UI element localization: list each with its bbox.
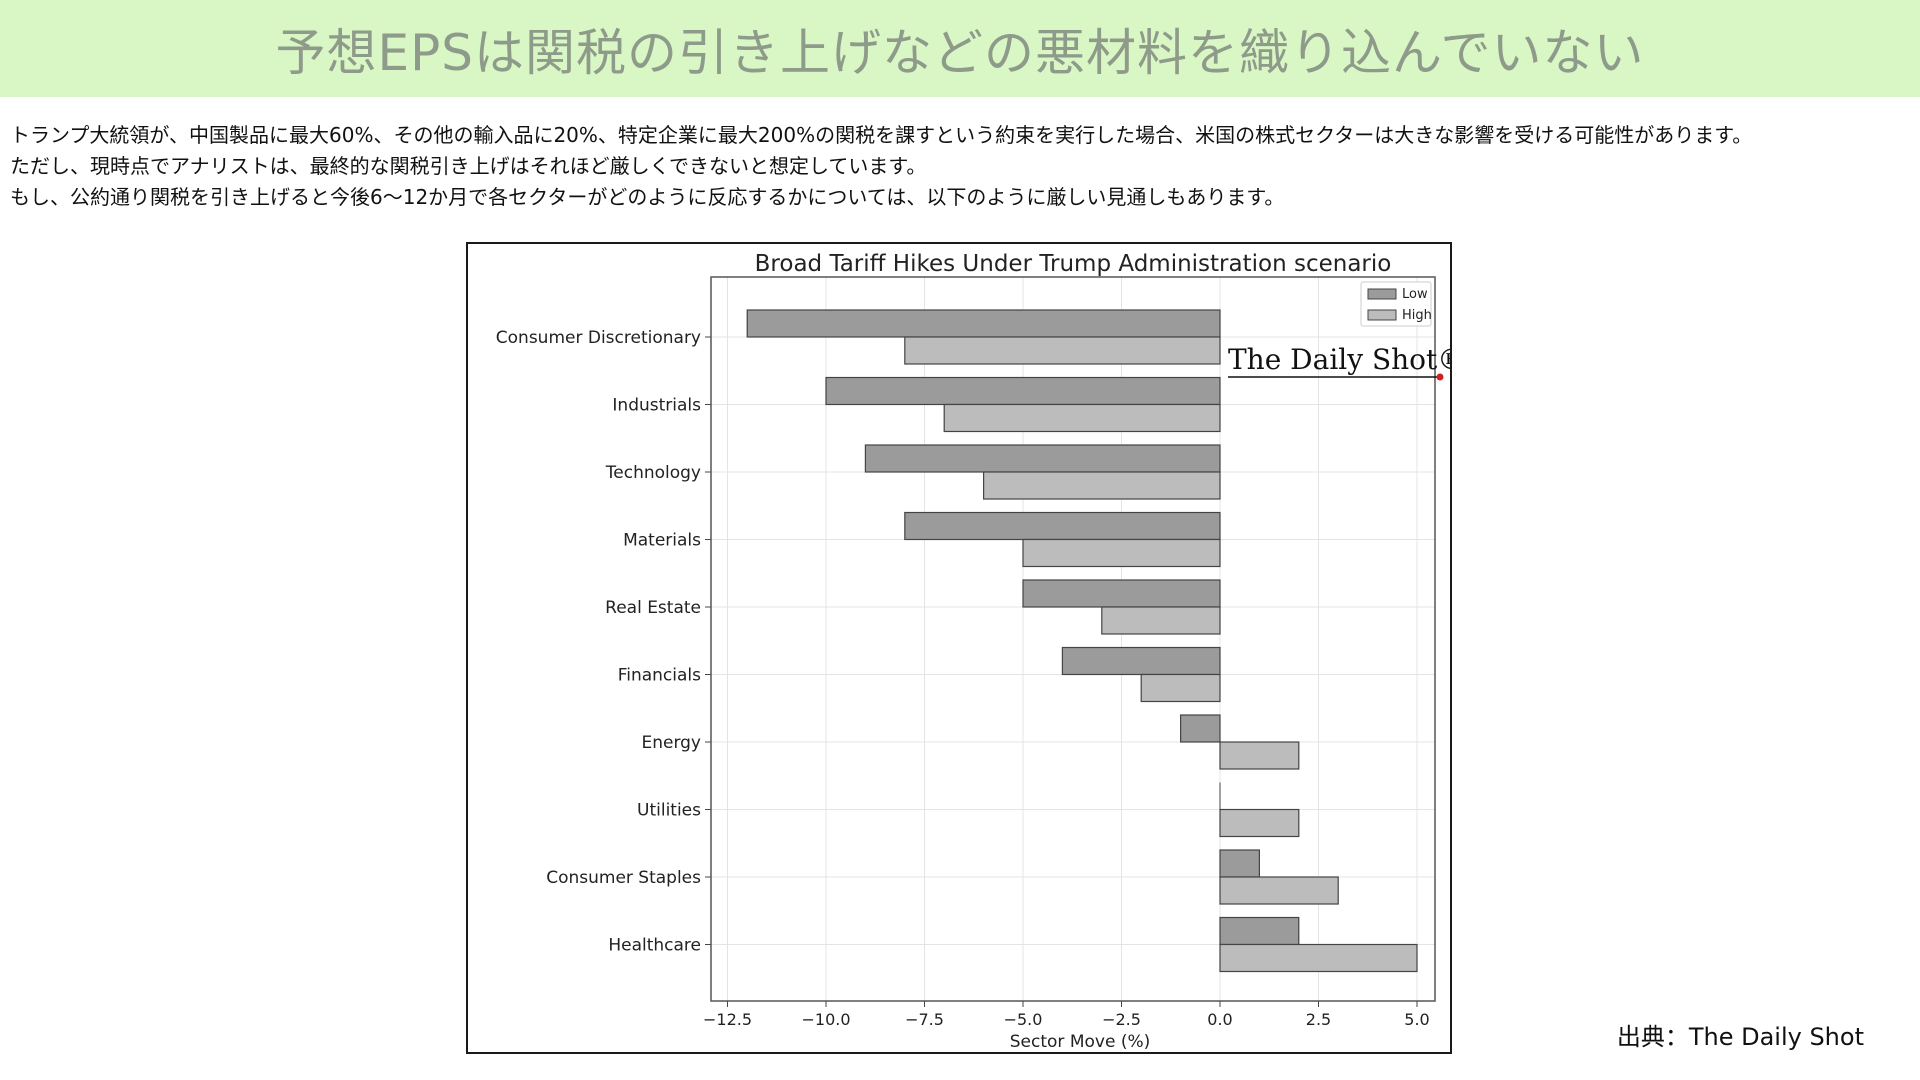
y-tick-label: Utilities [637, 801, 701, 821]
bar-high [982, 471, 1221, 500]
y-tick-label: Real Estate [605, 598, 701, 618]
description-line-3: もし、公約通り関税を引き上げると今後6〜12か月で各セクターがどのように反応する… [10, 185, 1285, 209]
bar-low [1219, 916, 1300, 946]
chart-legend: Low High [1360, 281, 1432, 327]
watermark-text: The Daily Shot® [1228, 343, 1450, 376]
y-tick-label: Technology [605, 463, 701, 483]
x-tick-label: −12.5 [703, 1010, 752, 1029]
watermark-logo: The Daily Shot® [1228, 343, 1450, 381]
x-tick-label: 5.0 [1404, 1010, 1429, 1029]
legend-swatch-high [1367, 309, 1397, 321]
x-tick-label: 0.0 [1207, 1010, 1232, 1029]
bar-high [1219, 741, 1300, 770]
page-title: 予想EPSは関税の引き上げなどの悪材料を織り込んでいない [275, 23, 1645, 82]
plot-area-border [710, 276, 1436, 1002]
bar-low [864, 444, 1221, 473]
y-tick-label: Healthcare [608, 936, 701, 956]
x-tick-label: −5.0 [1004, 1010, 1043, 1029]
x-tick-label: −2.5 [1102, 1010, 1141, 1029]
chart-axes: −12.5 −10.0 −7.5 −5.0 −2.5 0.0 2.5 5.0 Consumer … [496, 328, 1430, 1029]
y-tick-label: Consumer Discretionary [496, 328, 701, 348]
y-tick-label: Financials [618, 666, 701, 686]
chart-bars [746, 309, 1418, 973]
bar-low [825, 376, 1221, 406]
y-tick-label: Energy [641, 733, 701, 753]
y-tick-label: Industrials [612, 396, 701, 416]
description-text: トランプ大統領が、中国製品に最大60%、その他の輸入品に20%、特定企業に最大2… [10, 120, 1915, 213]
bar-low [1219, 849, 1261, 878]
description-line-2: ただし、現時点でアナリストは、最終的な関税引き上げはそれほど厳しくできないと想定… [10, 154, 927, 178]
source-note: 出典：The Daily Shot [1616, 1023, 1864, 1051]
bar-low [904, 511, 1221, 541]
bar-high [1140, 673, 1221, 703]
chart-title: Broad Tariff Hikes Under Trump Administr… [755, 251, 1392, 277]
bar-high [1219, 808, 1300, 838]
bar-low [746, 309, 1221, 338]
bar-high [1022, 538, 1221, 568]
bar-low [1061, 646, 1221, 676]
chart-frame: Broad Tariff Hikes Under Trump Administr… [466, 242, 1452, 1054]
bar-high [1219, 943, 1418, 973]
bar-high [1219, 876, 1339, 905]
legend-swatch-low [1367, 288, 1397, 300]
bar-high [943, 403, 1221, 433]
bar-high [904, 336, 1221, 365]
header-banner: 予想EPSは関税の引き上げなどの悪材料を織り込んでいない [0, 0, 1920, 97]
x-tick-label: 2.5 [1306, 1010, 1331, 1029]
x-axis-label: Sector Move (%) [1010, 1032, 1150, 1052]
sector-move-chart: Broad Tariff Hikes Under Trump Administr… [496, 251, 1450, 1052]
bar-low [1179, 714, 1221, 743]
x-tick-label: −7.5 [905, 1010, 944, 1029]
x-tick-label: −10.0 [801, 1010, 850, 1029]
bar-high [1101, 606, 1221, 635]
legend-label-low: Low [1402, 287, 1428, 302]
description-line-1: トランプ大統領が、中国製品に最大60%、その他の輸入品に20%、特定企業に最大2… [10, 123, 1753, 147]
bar-low [1022, 579, 1221, 608]
y-tick-label: Materials [623, 531, 701, 551]
y-tick-label: Consumer Staples [546, 868, 701, 888]
legend-label-high: High [1402, 308, 1432, 323]
